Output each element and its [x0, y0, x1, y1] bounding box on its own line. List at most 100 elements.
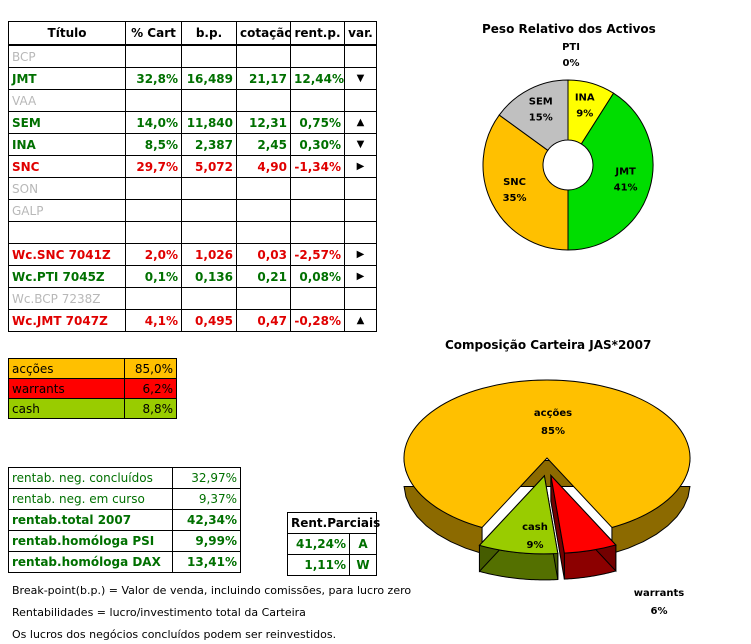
- chart-title-peso: Peso Relativo dos Activos: [482, 22, 656, 36]
- holding-name: Wc.JMT 7047Z: [8, 309, 126, 332]
- pie3d-value-0: 85%: [541, 426, 565, 437]
- holding-bp: 16,489: [181, 67, 237, 90]
- table-row: INA 8,5% 2,387 2,45 0,30% ▼: [8, 133, 377, 156]
- table-row: 1,11% W: [287, 554, 378, 576]
- table-row: Wc.SNC 7041Z 2,0% 1,026 0,03 -2,57% ▶: [8, 243, 377, 266]
- allocation-table: acções 85,0% warrants 6,2% cash 8,8%: [8, 358, 177, 419]
- pie-3d-chart: acções 85% warrants 6% cash 9%: [403, 379, 691, 617]
- note-breakpoint: Break-point(b.p.) = Valor de venda, incl…: [12, 584, 412, 597]
- holding-cotacao: 4,90: [236, 155, 291, 178]
- holding-name: SON: [8, 177, 126, 200]
- allocation-row: warrants 6,2%: [8, 378, 177, 399]
- return-value: 9,99%: [172, 530, 241, 552]
- return-label: rentab. neg. concluídos: [8, 467, 173, 489]
- holding-rent: 0,30%: [290, 133, 345, 156]
- table-row: rentab. neg. em curso 9,37%: [8, 488, 241, 510]
- partial-sign: A: [348, 533, 378, 555]
- partial-value: 1,11%: [287, 554, 350, 576]
- allocation-row: acções 85,0%: [8, 358, 177, 379]
- holding-cart: [125, 221, 182, 244]
- holding-cotacao: 12,31: [236, 111, 291, 134]
- pie3d-label-1: warrants: [634, 588, 684, 599]
- header-var: var.: [344, 21, 377, 46]
- holding-cart: 8,5%: [125, 133, 182, 156]
- holding-bp: 0,495: [181, 309, 237, 332]
- holding-cart: 0,1%: [125, 265, 182, 288]
- holding-bp: 11,840: [181, 111, 237, 134]
- holding-cotacao: [236, 221, 291, 244]
- holding-bp: [181, 89, 237, 112]
- return-value: 32,97%: [172, 467, 241, 489]
- holding-var-icon: ▼: [344, 67, 377, 90]
- table-row: 41,24% A: [287, 533, 378, 555]
- chart-title-composicao: Composição Carteira JAS*2007: [445, 338, 652, 352]
- holding-name: GALP: [8, 199, 126, 222]
- table-row: Wc.JMT 7047Z 4,1% 0,495 0,47 -0,28% ▲: [8, 309, 377, 332]
- holding-bp: 5,072: [181, 155, 237, 178]
- pie3d-slice-0: [403, 379, 691, 529]
- allocation-value: 85,0%: [124, 358, 177, 379]
- return-label: rentab. neg. em curso: [8, 488, 173, 510]
- holding-var-icon: ▶: [344, 265, 377, 288]
- pie3d-slice-2: [478, 474, 559, 555]
- holding-cotacao: 0,47: [236, 309, 291, 332]
- holding-rent: [290, 221, 345, 244]
- header-bp: b.p.: [181, 21, 237, 46]
- donut-label-sem: SEM: [529, 97, 553, 108]
- holding-rent: [290, 177, 345, 200]
- holding-rent: -2,57%: [290, 243, 345, 266]
- header-rent: rent.p.: [290, 21, 345, 46]
- allocation-value: 6,2%: [124, 378, 177, 399]
- table-row: SEM 14,0% 11,840 12,31 0,75% ▲: [8, 111, 377, 134]
- donut-value-jmt: 41%: [614, 183, 638, 194]
- header-cart: % Cart: [125, 21, 182, 46]
- return-value: 42,34%: [172, 509, 241, 531]
- holding-cotacao: [236, 89, 291, 112]
- holding-var-icon: [344, 89, 377, 112]
- donut-label-jmt: JMT: [614, 167, 636, 178]
- holding-name: [8, 221, 126, 244]
- holding-var-icon: [344, 221, 377, 244]
- holding-name: Wc.BCP 7238Z: [8, 287, 126, 310]
- holding-cart: [125, 177, 182, 200]
- holding-rent: -0,28%: [290, 309, 345, 332]
- partial-sign: W: [348, 554, 378, 576]
- holding-name: INA: [8, 133, 126, 156]
- table-row: rentab. neg. concluídos 32,97%: [8, 467, 241, 489]
- holding-rent: 0,08%: [290, 265, 345, 288]
- header-cotacao: cotação: [236, 21, 291, 46]
- holding-var-icon: ▼: [344, 133, 377, 156]
- return-label: rentab.homóloga PSI: [8, 530, 173, 552]
- holding-cotacao: 0,21: [236, 265, 291, 288]
- holding-cart: 29,7%: [125, 155, 182, 178]
- donut-label-snc: SNC: [503, 177, 526, 188]
- table-row: rentab.homóloga PSI 9,99%: [8, 530, 241, 552]
- table-row: SON: [8, 177, 377, 200]
- allocation-label: warrants: [8, 378, 125, 399]
- table-row: SNC 29,7% 5,072 4,90 -1,34% ▶: [8, 155, 377, 178]
- holding-cotacao: 0,03: [236, 243, 291, 266]
- table-row: GALP: [8, 199, 377, 222]
- holding-rent: 0,75%: [290, 111, 345, 134]
- holding-bp: [181, 287, 237, 310]
- return-label: rentab.total 2007: [8, 509, 173, 531]
- note-lucros: Os lucros dos negócios concluídos podem …: [12, 628, 337, 641]
- holding-var-icon: [344, 177, 377, 200]
- holding-var-icon: [344, 199, 377, 222]
- donut-value-ina: 9%: [576, 108, 593, 119]
- holding-bp: 2,387: [181, 133, 237, 156]
- pie3d-label-0: acções: [534, 408, 572, 419]
- partial-value: 41,24%: [287, 533, 350, 555]
- holding-cotacao: [236, 199, 291, 222]
- holding-var-icon: ▶: [344, 155, 377, 178]
- return-label: rentab.homóloga DAX: [8, 551, 173, 573]
- holding-name: Wc.PTI 7045Z: [8, 265, 126, 288]
- holding-rent: -1,34%: [290, 155, 345, 178]
- allocation-value: 8,8%: [124, 398, 177, 419]
- holding-rent: [290, 89, 345, 112]
- pie3d-value-1: 6%: [651, 606, 668, 617]
- holding-name: JMT: [8, 67, 126, 90]
- holding-var-icon: [344, 287, 377, 310]
- holdings-table: Título % Cart b.p. cotação rent.p. var. …: [8, 21, 377, 332]
- returns-table: rentab. neg. concluídos 32,97% rentab. neg…: [8, 467, 241, 573]
